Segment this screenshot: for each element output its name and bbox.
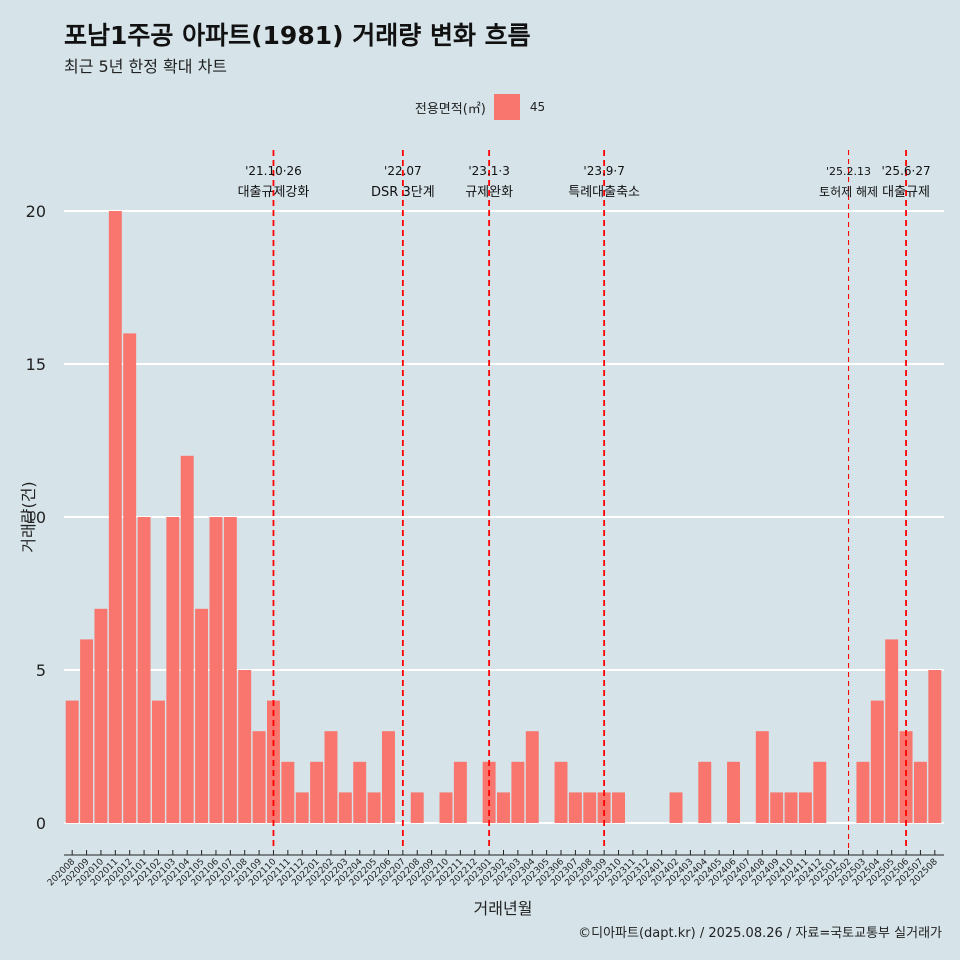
bar [568,792,582,823]
event-date-label: '25.6·27 [882,164,931,178]
bar [798,792,812,823]
bar [525,731,539,823]
bar [899,731,913,823]
bar [612,792,625,823]
bars [65,211,942,823]
event-name-label: DSR 3단계 [371,185,435,200]
bar [65,700,79,823]
source-caption: ©디아파트(dapt.kr) / 2025.08.26 / 자료=국토교통부 실… [578,926,942,941]
bar [166,517,180,823]
event-date-label: '23.1·3 [468,164,509,178]
bar [238,670,252,823]
y-tick-label: 20 [26,202,46,221]
bar [223,517,237,823]
chart-subtitle: 최근 5년 한정 확대 차트 [64,57,228,76]
event-name-label: 특례대출축소 [568,185,640,200]
event-name-label: 대출규제강화 [238,185,310,200]
y-axis-title: 거래량(건) [19,481,38,552]
legend-swatch [493,94,520,120]
event-date-label: '21.10·26 [245,164,302,178]
bar [382,731,395,823]
y-tick-label: 10 [26,508,46,527]
bar [281,761,295,823]
event-name-label: 규제완화 [465,185,513,200]
bar [80,639,94,823]
bar [94,608,108,823]
bar [885,639,899,823]
y-tick-label: 5 [36,661,46,680]
bar [698,761,712,823]
event-name-label: 대출규제 [882,185,930,200]
bar [295,792,309,823]
legend: 전용면적(㎡) 45 [0,94,960,120]
bar [856,761,870,823]
bar [554,761,568,823]
x-axis: 2020082020092020102020112020122021012021… [46,850,944,888]
bar [410,792,424,823]
x-axis-title: 거래년월 [474,899,533,918]
bar [583,792,597,823]
y-tick-label: 0 [36,814,46,833]
bar [151,700,165,823]
legend-title: 전용면적(㎡) [414,101,486,117]
bar [439,792,453,823]
bar [123,333,137,823]
bar [727,761,741,823]
event-date-label: '23.9·7 [583,164,624,178]
bar [669,792,683,823]
bar [209,517,223,823]
bar [913,761,927,823]
y-axis: 0 5 10 15 20 [26,202,46,833]
bar [453,761,467,823]
bar [813,761,827,823]
y-tick-label: 15 [26,355,46,374]
event-markers: '21.10·26 대출규제강화 '22.07 DSR 3단계 '23.1·3 규제완화 '… [238,150,931,848]
bar [870,700,884,823]
legend-label: 45 [529,100,546,114]
bar [928,670,942,823]
bar [180,455,194,823]
bar [338,792,352,823]
bar [770,792,784,823]
bar [137,517,151,823]
chart-title: 포남1주공 아파트(1981) 거래량 변화 흐름 [64,21,531,50]
bar [310,761,324,823]
event-name-label: 토허제 해제 [819,185,878,199]
bar [353,761,367,823]
bar [108,211,122,823]
bar [497,792,510,823]
bar [784,792,798,823]
event-date-label: '22.07 [384,164,422,178]
bar [511,761,525,823]
bar [367,792,381,823]
event-date-label: '25.2.13 [826,165,871,178]
bar [324,731,338,823]
bar [195,608,209,823]
bar [597,792,611,823]
bar [755,731,769,823]
bar [252,731,266,823]
